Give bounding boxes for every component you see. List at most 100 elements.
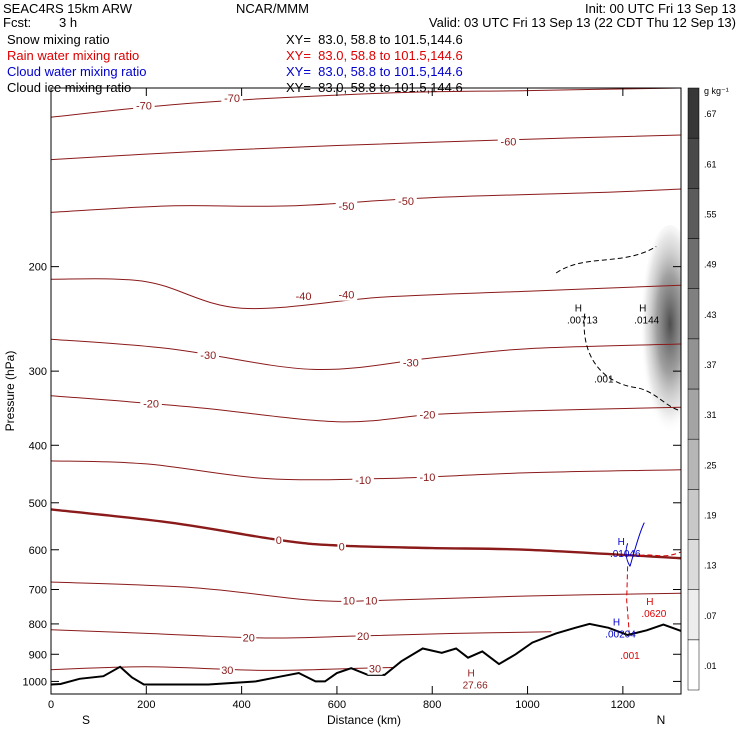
colorbar-swatch (687, 87, 700, 139)
contour-label-bg (274, 534, 284, 547)
colorbar-tick-label: .19 (704, 510, 717, 520)
contour-label: -30 (403, 357, 419, 369)
maximum-value: .00713 (567, 316, 598, 327)
terrain-fill (51, 623, 681, 694)
colorbar-swatch (687, 388, 700, 440)
colorbar-swatch (687, 188, 700, 239)
contour-label: -30 (200, 350, 216, 362)
isotherm-m60 (51, 134, 681, 161)
y-tick-label: 500 (29, 498, 47, 510)
contour-label: 10 (343, 595, 355, 607)
forecast-value: 3 h (59, 15, 78, 30)
cloud-ice-shading (640, 225, 681, 445)
center-label: NCAR/MMM (236, 1, 309, 16)
contour-label-bg (335, 288, 358, 301)
colorbar-tick-label: .25 (704, 460, 717, 470)
contour-label-bg (416, 470, 439, 483)
isotherm-m30 (51, 338, 681, 371)
north-label: N (657, 713, 666, 727)
colorbar-tick-label: .55 (704, 209, 717, 219)
contour-label: -20 (420, 410, 436, 422)
maximum-value: .001 (620, 651, 640, 662)
y-tick-label: 800 (29, 619, 47, 631)
x-axis-label: Distance (km) (327, 713, 401, 727)
colorbar-swatch (687, 539, 700, 590)
maximum-value: .00204 (605, 630, 636, 641)
x-tick-label: 600 (328, 699, 346, 711)
colorbar-tick-label: .67 (704, 109, 717, 119)
colorbar-swatch (687, 639, 700, 691)
contour-label-bg (133, 99, 155, 112)
maximum-value: .01046 (610, 549, 641, 560)
colorbar-tick-label: .37 (704, 360, 717, 370)
contour-label: 10 (365, 595, 377, 607)
contour-label-bg (367, 662, 383, 675)
legend-xy-rain: XY= 83.0, 58.8 to 101.5,144.6 (286, 48, 463, 63)
contour-label: 30 (221, 665, 233, 677)
contour-label-bg (241, 631, 257, 644)
colorbar-swatch (687, 489, 700, 540)
contour-label: 30 (369, 664, 381, 676)
maximum-marker: H (613, 618, 620, 629)
colorbar-swatch (687, 438, 700, 490)
contour-label-bg (221, 92, 243, 105)
contour-label-bg (400, 356, 422, 369)
maximum-marker: H (575, 304, 582, 315)
terrain-line (51, 622, 681, 686)
maximum-value: 27.66 (463, 680, 488, 691)
contour-label: -10 (355, 475, 371, 487)
contour-label-bg (140, 397, 162, 410)
maximum-value: .0620 (641, 609, 666, 620)
y-tick-label: 200 (29, 262, 47, 274)
x-tick-label: 0 (48, 699, 54, 711)
isotherm-m50 (51, 188, 681, 213)
contour-label: -70 (224, 93, 240, 105)
contour-label-bg (337, 540, 346, 553)
contour-label-bg (416, 408, 439, 421)
contour-label: -40 (296, 291, 312, 303)
x-tick-label: 800 (423, 699, 441, 711)
maximum-marker: H (468, 668, 475, 679)
isotherm-m20 (51, 395, 681, 423)
legend-xy-cloud-water: XY= 83.0, 58.8 to 101.5,144.6 (286, 64, 463, 79)
isotherm-0 (51, 508, 681, 560)
colorbar-tick-label: .07 (704, 611, 717, 621)
contour-label-bg (292, 289, 315, 302)
rain-water-contour (626, 551, 681, 643)
y-tick-label: 900 (29, 649, 47, 661)
isotherm-20 (51, 629, 552, 639)
contour-label-bg (497, 135, 520, 148)
colorbar-tick-label: .31 (704, 410, 717, 420)
y-tick-label: 600 (29, 545, 47, 557)
legend-name-rain: Rain water mixing ratio (7, 48, 140, 63)
contour-label-bg (395, 194, 417, 207)
cloud-ice-contour (555, 246, 681, 412)
south-label: S (82, 713, 90, 727)
contour-label: -70 (136, 100, 152, 112)
contour-label-bg (335, 199, 358, 212)
colorbar-tick-label: .13 (704, 561, 717, 571)
contour-label: -50 (339, 201, 355, 213)
y-axis-label: Pressure (hPa) (3, 351, 17, 432)
contour-label: 0 (339, 541, 345, 553)
y-tick-label: 700 (29, 585, 47, 597)
contour-label-bg (363, 594, 379, 607)
x-tick-label: 1000 (515, 699, 539, 711)
y-tick-label: 1000 (23, 676, 47, 688)
maximum-value: .0144 (634, 316, 659, 327)
colorbar-unit: g kg⁻¹ (704, 86, 729, 96)
maximum-marker: H (646, 597, 653, 608)
contour-label-bg (341, 594, 357, 607)
contour-label-bg (355, 629, 371, 642)
isotherm-m10 (51, 460, 681, 481)
colorbar-swatch (687, 238, 700, 289)
contour-label: -60 (501, 136, 517, 148)
cloud-water-contour (625, 522, 645, 567)
contour-label: -50 (398, 196, 414, 208)
colorbar-swatch (687, 589, 700, 641)
colorbar-swatch (687, 338, 700, 390)
isotherm-m40 (51, 278, 681, 310)
maximum-marker: H (618, 537, 625, 548)
colorbar-tick-label: .43 (704, 310, 717, 320)
